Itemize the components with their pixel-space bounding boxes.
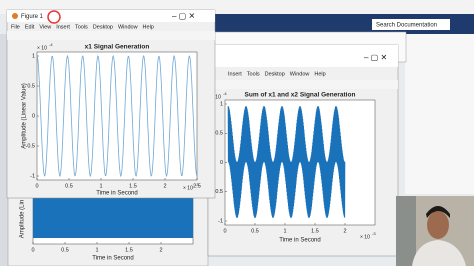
cursor-highlight <box>47 10 61 24</box>
x-tick-label: 0.5 <box>61 247 69 253</box>
x-tick-label: 0 <box>31 247 34 253</box>
y-tick-label: 1 <box>220 101 223 107</box>
y-tick-label: -1 <box>30 173 35 179</box>
y-axis-label: Amplitude (Lin <box>20 200 26 238</box>
menu-item[interactable]: Window <box>290 71 310 77</box>
menu-item[interactable]: Help <box>143 24 154 30</box>
x-multiplier: × 10 <box>360 234 370 240</box>
y-tick-label: -0.5 <box>26 143 35 149</box>
menu-item[interactable]: Edit <box>25 24 35 30</box>
y-axis-label: Amplitude (Linear Value) <box>22 83 28 149</box>
menu-item[interactable]: File <box>11 24 20 30</box>
menu-item[interactable]: Window <box>118 24 138 30</box>
x-multiplier: × 10 <box>183 185 193 191</box>
menu-item[interactable]: View <box>39 24 51 30</box>
menu-item[interactable]: Tools <box>75 24 88 30</box>
x-axis-label: Time in Second <box>279 238 320 244</box>
x-tick-label: 0 <box>35 183 38 189</box>
x-tick-label: 2.5 <box>193 183 201 189</box>
figure2-window: – ▢ ✕ Insert Tools Desktop Window Help 0 0.5 1… <box>207 44 399 257</box>
menu-item[interactable]: Insert <box>228 71 242 77</box>
x-tick-label: 0 <box>223 228 226 234</box>
webcam-feed <box>396 196 474 266</box>
x-tick-label: 2 <box>163 183 166 189</box>
menu-item[interactable]: Desktop <box>265 71 285 77</box>
search-box[interactable] <box>372 19 450 30</box>
x-tick-label: 0.5 <box>65 183 73 189</box>
waveform <box>36 54 198 178</box>
x-tick-label: 1.5 <box>125 247 133 253</box>
x-axis-label: Time in Second <box>96 191 137 197</box>
menu-item[interactable]: Help <box>314 71 325 77</box>
y-tick-label: -1 <box>218 218 223 224</box>
x-tick-label: 0.5 <box>251 228 259 234</box>
x-tick-label: 2 <box>343 228 346 234</box>
search-text[interactable]: Search Documentation <box>376 23 437 29</box>
x-tick-label: 1 <box>95 247 98 253</box>
y-tick-label: 0.5 <box>215 131 223 137</box>
y-tick-label: 0 <box>32 113 35 119</box>
x-axis-label: Time in Second <box>92 256 133 262</box>
x-tick-label: 1.5 <box>129 183 137 189</box>
x-tick-label: 1 <box>283 228 286 234</box>
workspace-panel <box>405 34 474 194</box>
y-tick-label: 0.5 <box>27 83 35 89</box>
window-controls[interactable]: – ▢ ✕ <box>172 12 195 21</box>
left-panel <box>0 34 8 266</box>
x-exponent: -3 <box>372 231 376 236</box>
window-title: Figure 1 <box>21 14 44 20</box>
menu-item[interactable]: Desktop <box>93 24 113 30</box>
plot-title: Sum of x1 and x2 Signal Generation <box>245 92 356 99</box>
y-multiplier: × 10 <box>211 94 221 100</box>
y-tick-label: -0.5 <box>214 189 223 195</box>
x-tick-label: 2 <box>159 247 162 253</box>
figure3-window: 0 0.5 1 1.5 2 Amplitude (Lin Time in Second <box>7 189 209 267</box>
y-multiplier: × 10 <box>37 45 47 51</box>
menu-item[interactable]: Insert <box>56 24 70 30</box>
y-tick-label: 0 <box>220 160 223 166</box>
x-tick-label: 1 <box>99 183 102 189</box>
figure1-window: Figure 1 – ▢ ✕ File Edit View Insert Tools De… <box>6 9 216 199</box>
x-exponent: -3 <box>195 182 199 187</box>
window-controls[interactable]: – ▢ ✕ <box>364 53 387 62</box>
y-exponent: -4 <box>49 42 53 47</box>
matlab-icon <box>12 13 18 19</box>
waveform <box>227 105 346 219</box>
menu-item[interactable]: Tools <box>247 71 260 77</box>
y-exponent: -4 <box>223 91 227 96</box>
plot-title: x1 Signal Generation <box>85 44 150 51</box>
x-tick-label: 1.5 <box>311 228 319 234</box>
y-tick-label: 1 <box>32 53 35 59</box>
